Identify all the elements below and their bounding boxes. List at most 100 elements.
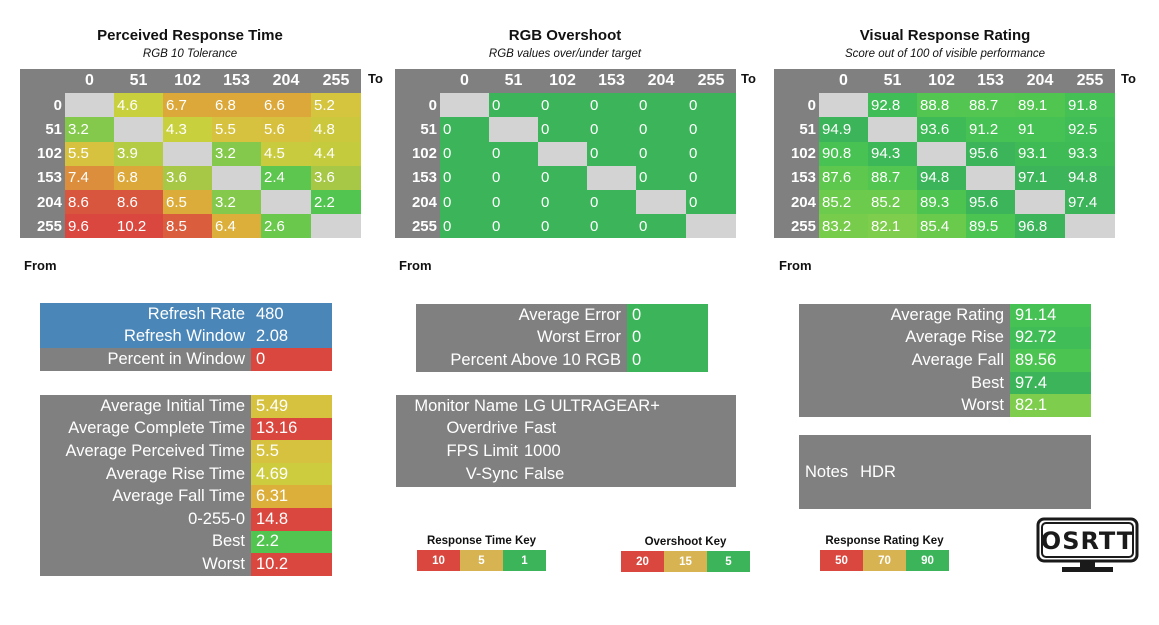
vrr-cell: 89.3 xyxy=(917,189,966,215)
time-stat: Average Perceived Time 5.5 xyxy=(40,440,332,463)
vrr-cell: 82.1 xyxy=(868,214,917,239)
prt-row: 102 5.5 3.9 3.2 4.5 4.4 xyxy=(20,141,361,166)
time-stat-label: Average Complete Time xyxy=(40,417,251,441)
prt-row: 153 7.4 6.8 3.6 2.4 3.6 xyxy=(20,165,361,190)
ovs-diagonal-cell xyxy=(538,141,587,166)
vrr-row-header: 102 xyxy=(774,141,819,166)
prt-header-row: 0 51 102 153 204 255 xyxy=(20,69,361,94)
response-time-key: Response Time Key 10 5 1 xyxy=(417,535,546,571)
vrr-row: 204 85.2 85.2 89.3 95.6 97.4 xyxy=(774,189,1115,215)
ovs-cell: 0 xyxy=(636,93,686,118)
prt-diagonal-cell xyxy=(261,189,311,215)
prt-row-header: 51 xyxy=(20,117,65,142)
prt-diagonal-cell xyxy=(311,214,361,239)
ovs-cell: 0 xyxy=(636,165,686,190)
refresh-stat: Refresh Window 2.08 xyxy=(40,325,332,349)
time-stat: Average Complete Time 13.16 xyxy=(40,417,332,441)
vrr-cell: 97.1 xyxy=(1015,165,1065,190)
prt-col-header: 255 xyxy=(311,69,361,94)
ovs-diagonal-cell xyxy=(636,189,686,215)
prt-col-header: 0 xyxy=(65,69,114,94)
time-stat-label: Average Initial Time xyxy=(40,395,251,418)
response-time-key-gold: 5 xyxy=(460,550,503,571)
monitor-value: False xyxy=(524,464,565,483)
ovs-col-header: 153 xyxy=(587,69,636,94)
vrr-diagonal-cell xyxy=(819,93,868,118)
ovs-row-header: 204 xyxy=(395,189,440,215)
vrr-diagonal-cell xyxy=(1065,214,1115,239)
prt-cell: 8.6 xyxy=(114,189,163,215)
prt-col-header: 204 xyxy=(261,69,311,94)
error-stat-label: Average Error xyxy=(416,304,627,327)
monitor-value: 1000 xyxy=(524,441,561,460)
prt-row-header: 102 xyxy=(20,141,65,166)
time-stat: Worst 10.2 xyxy=(40,553,332,576)
vrr-cell: 96.8 xyxy=(1015,214,1065,239)
prt-cell: 5.5 xyxy=(65,141,114,166)
notes-box: Notes HDR xyxy=(799,435,1091,509)
refresh-stat-label: Refresh Window xyxy=(40,325,251,349)
rating-stat-label: Average Rating xyxy=(799,304,1010,327)
ovs-cell: 0 xyxy=(587,117,636,142)
ovs-cell: 0 xyxy=(538,117,587,142)
rating-stat: Average Rating 91.14 xyxy=(799,304,1091,327)
vrr-cell: 91 xyxy=(1015,117,1065,142)
time-stat-value: 13.16 xyxy=(251,417,332,441)
prt-diagonal-cell xyxy=(114,117,163,142)
prt-row-header: 0 xyxy=(20,93,65,118)
ovs-cell: 0 xyxy=(636,214,686,239)
prt-title: Perceived Response Time xyxy=(97,27,283,44)
monitor-row: Overdrive Fast xyxy=(396,418,736,441)
ovs-to-label: To xyxy=(741,71,756,86)
ovs-cell: 0 xyxy=(686,141,736,166)
ovs-diagonal-cell xyxy=(587,165,636,190)
ovs-cell: 0 xyxy=(489,189,538,215)
ovs-row-header: 51 xyxy=(395,117,440,142)
prt-cell: 5.5 xyxy=(212,117,261,142)
prt-cell: 4.5 xyxy=(261,141,311,166)
ovs-matrix: 0 51 102 153 204 255 0 0 0 0 0 0 51 0 0 0 0 0 102 0 0 0 0 0 153 0… xyxy=(395,69,736,239)
prt-cell: 4.8 xyxy=(311,117,361,142)
monitor-info: Monitor Name LG ULTRAGEAR+ Overdrive Fast FP… xyxy=(396,395,736,487)
vrr-title: Visual Response Rating xyxy=(859,27,1031,44)
rating-stat-value: 97.4 xyxy=(1010,371,1091,395)
time-stat-value: 4.69 xyxy=(251,462,332,486)
vrr-cell: 97.4 xyxy=(1065,189,1115,215)
rating-stat-value: 91.14 xyxy=(1010,304,1091,327)
rating-stat: Average Fall 89.56 xyxy=(799,349,1091,372)
overshoot-key: Overshoot Key 20 15 5 xyxy=(621,536,750,572)
vrr-cell: 92.8 xyxy=(868,93,917,118)
prt-cell: 5.6 xyxy=(261,117,311,142)
ovs-cell: 0 xyxy=(686,117,736,142)
osrtt-logo-text: OSRTT xyxy=(1041,527,1134,555)
error-stat: Average Error 0 xyxy=(416,304,708,327)
error-stat: Worst Error 0 xyxy=(416,326,708,350)
prt-diagonal-cell xyxy=(65,93,114,118)
vrr-cell: 93.6 xyxy=(917,117,966,142)
vrr-col-header: 204 xyxy=(1015,69,1065,94)
ovs-cell: 0 xyxy=(686,189,736,215)
time-stat-label: Average Fall Time xyxy=(40,485,251,508)
error-stat-label: Percent Above 10 RGB xyxy=(416,349,627,372)
monitor-value: LG ULTRAGEAR+ xyxy=(524,396,660,415)
ovs-corner xyxy=(395,69,440,94)
prt-subtitle: RGB 10 Tolerance xyxy=(142,48,238,60)
vrr-row-header: 204 xyxy=(774,189,819,215)
vrr-subtitle: Score out of 100 of visible performance xyxy=(844,48,1046,60)
ovs-cell: 0 xyxy=(538,214,587,239)
vrr-row: 255 83.2 82.1 85.4 89.5 96.8 xyxy=(774,214,1115,239)
response-time-key-title: Response Time Key xyxy=(426,535,537,547)
ovs-row: 255 0 0 0 0 0 xyxy=(395,214,736,239)
monitor-row: V-Sync False xyxy=(396,463,736,486)
time-stat: Average Rise Time 4.69 xyxy=(40,462,332,486)
prt-diagonal-cell xyxy=(163,141,212,166)
response-rating-key-red: 50 xyxy=(820,550,863,571)
ovs-row: 153 0 0 0 0 0 xyxy=(395,165,736,190)
response-rating-key-title: Response Rating Key xyxy=(825,535,944,547)
prt-cell: 4.3 xyxy=(163,117,212,142)
time-stat-value: 5.49 xyxy=(251,395,332,418)
rating-stat: Best 97.4 xyxy=(799,371,1091,395)
prt-cell: 6.5 xyxy=(163,189,212,215)
prt-cell: 4.4 xyxy=(311,141,361,166)
